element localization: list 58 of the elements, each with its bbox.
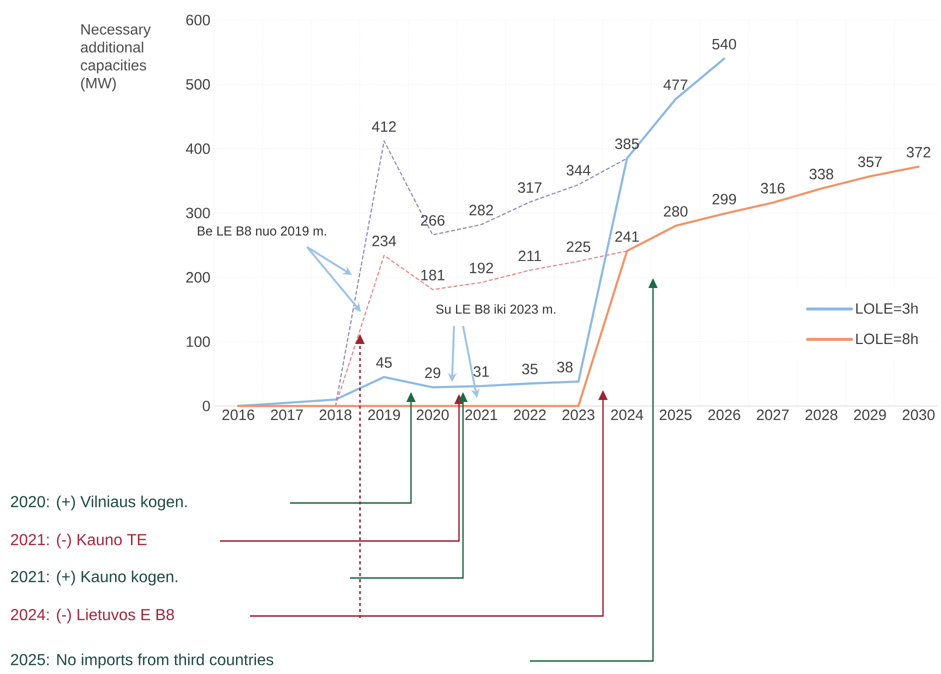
x-tick-label: 2029 (854, 410, 886, 420)
y-tick-label: 500 (186, 79, 210, 90)
data-label: 280 (664, 206, 688, 217)
data-label: 225 (566, 241, 590, 252)
data-label: 299 (712, 194, 736, 204)
x-tick-label: 2025 (660, 410, 692, 420)
data-label: 357 (858, 156, 882, 168)
text: 2021: (+) Kauno kogen. (10, 570, 178, 586)
x-tick-label: 2030 (902, 410, 935, 420)
y-tick-label: 600 (186, 14, 210, 26)
data-label: 338 (809, 168, 834, 180)
data-label: 241 (615, 231, 639, 242)
x-tick-label: 2023 (562, 410, 594, 420)
data-label: 317 (518, 182, 542, 193)
x-tick-label: 2020 (416, 410, 449, 420)
y-tick-label: 300 (186, 208, 210, 218)
data-label: 344 (566, 164, 590, 176)
data-label: 316 (760, 182, 785, 194)
x-tick-label: 2024 (611, 410, 644, 420)
x-tick-label: 2019 (368, 410, 400, 420)
line-series (334, 250, 628, 407)
data-label: 266 (420, 215, 444, 226)
y-tick-label: 100 (186, 336, 210, 347)
annotation: Su LE B8 iki 2023 m. (436, 304, 556, 314)
data-label: 234 (372, 236, 396, 246)
data-label: 181 (421, 270, 444, 280)
data-label: 38 (557, 362, 573, 372)
y-tick-label: 0 (202, 400, 210, 412)
x-tick-label: 2026 (708, 410, 740, 420)
data-label: 477 (663, 80, 688, 90)
legend-label: LOLE=3h (856, 302, 918, 314)
text: 2021: (-) Kauno TE (10, 534, 147, 548)
x-tick-label: 2028 (806, 410, 838, 420)
data-label: 45 (376, 357, 392, 368)
data-label: 385 (615, 138, 639, 150)
text: 2025: No imports from third countries (10, 654, 274, 668)
text: 2020: (+) Vilniaus kogen. (10, 496, 187, 510)
data-label: 282 (470, 204, 493, 216)
data-label: 372 (906, 146, 930, 158)
x-tick-label: 2027 (756, 410, 789, 420)
y-tick-label: 200 (186, 272, 210, 283)
legend-label: LOLE=8h (856, 333, 918, 344)
annotation: Be LE B8 nuo 2019 m. (198, 226, 326, 236)
data-label: 31 (474, 366, 489, 377)
y-axis-title: Necessary additional capacities (MW) (80, 24, 151, 92)
x-tick-label: 2016 (222, 410, 254, 420)
data-label: 192 (470, 262, 493, 274)
x-tick-label: 2022 (514, 410, 546, 420)
y-tick-label: 400 (186, 143, 210, 154)
data-label: 35 (522, 364, 538, 374)
data-label: 540 (712, 38, 736, 50)
text: 2024: (-) Lietuvos E B8 (10, 608, 174, 624)
data-label: 29 (425, 368, 440, 378)
x-tick-label: 2018 (320, 410, 352, 420)
data-label: 412 (372, 121, 396, 132)
x-tick-label: 2017 (271, 410, 303, 420)
x-tick-label: 2021 (465, 410, 498, 420)
data-label: 211 (518, 250, 542, 262)
